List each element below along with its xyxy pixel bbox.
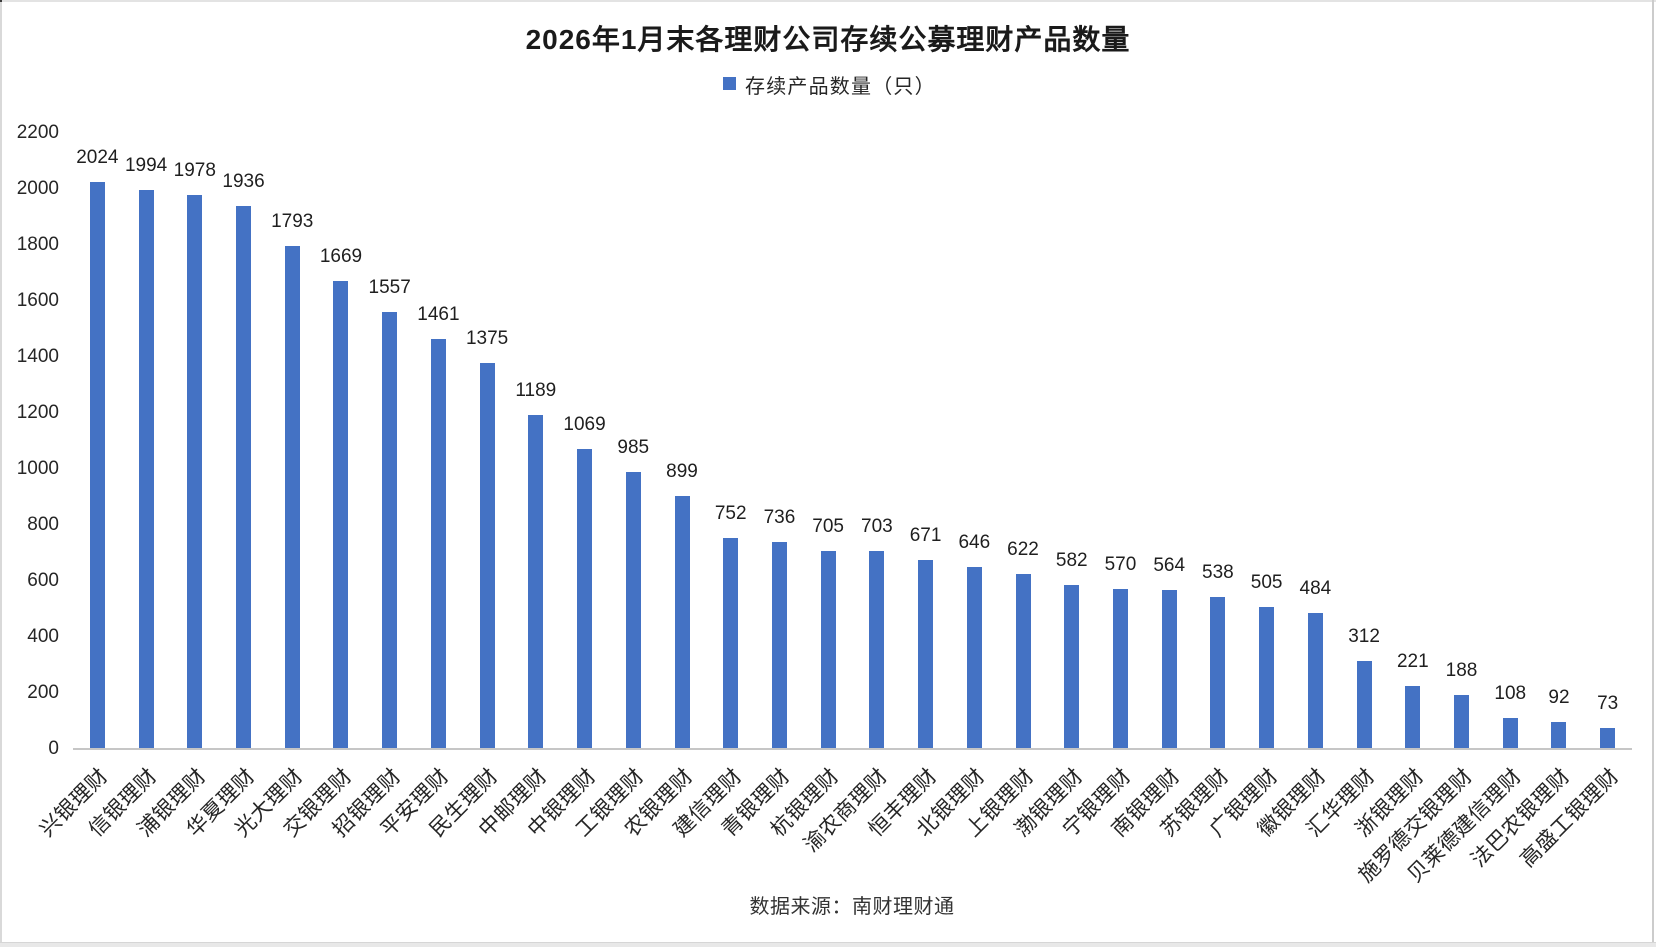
bar-value-label: 736 bbox=[763, 507, 796, 529]
y-tick-label: 800 bbox=[27, 513, 59, 535]
bar-value-label: 1461 bbox=[417, 304, 460, 326]
bar bbox=[1210, 597, 1226, 748]
y-tick-label: 1400 bbox=[16, 345, 59, 367]
bar bbox=[333, 281, 349, 748]
y-tick-label: 400 bbox=[27, 625, 59, 647]
x-axis-line bbox=[73, 748, 1632, 750]
bar bbox=[1015, 573, 1031, 748]
bar bbox=[284, 246, 300, 748]
y-tick-label: 0 bbox=[48, 737, 59, 759]
bar-value-label: 484 bbox=[1299, 577, 1332, 599]
bar bbox=[674, 496, 690, 748]
bar-value-label: 570 bbox=[1104, 553, 1137, 575]
bar bbox=[918, 560, 934, 748]
bar bbox=[479, 363, 495, 748]
bar-value-label: 1189 bbox=[515, 380, 557, 402]
bar-value-label: 1669 bbox=[319, 246, 363, 268]
bar bbox=[820, 550, 836, 748]
bar-value-label: 646 bbox=[958, 532, 991, 554]
bar bbox=[382, 312, 398, 748]
bar bbox=[577, 448, 593, 748]
y-tick-label: 200 bbox=[27, 681, 59, 703]
bar-value-label: 188 bbox=[1445, 660, 1478, 682]
bar bbox=[1112, 588, 1128, 748]
frame-left-border bbox=[0, 0, 2, 942]
frame-corner-dot bbox=[0, 0, 2, 2]
bar bbox=[89, 181, 105, 748]
bar bbox=[1454, 695, 1470, 748]
bar bbox=[1502, 717, 1518, 748]
bar bbox=[723, 537, 739, 748]
legend-label: 存续产品数量（只） bbox=[745, 76, 936, 98]
y-tick-label: 1200 bbox=[16, 401, 59, 423]
legend: 存续产品数量（只） bbox=[723, 77, 936, 98]
bar bbox=[430, 339, 446, 748]
bar bbox=[966, 567, 982, 748]
bar-value-label: 622 bbox=[1007, 538, 1039, 560]
bar-value-label: 703 bbox=[861, 516, 893, 538]
bar bbox=[625, 472, 641, 748]
y-tick-label: 2200 bbox=[16, 122, 59, 143]
bar-value-label: 2024 bbox=[76, 146, 119, 168]
bar bbox=[1307, 612, 1323, 748]
y-tick-label: 1000 bbox=[16, 457, 59, 479]
y-tick-label: 2000 bbox=[16, 177, 59, 199]
bar-value-label: 221 bbox=[1396, 651, 1429, 673]
bar-value-label: 1978 bbox=[173, 159, 216, 181]
y-tick-label: 1800 bbox=[16, 233, 59, 255]
bar bbox=[236, 206, 252, 748]
bar-value-label: 505 bbox=[1250, 571, 1283, 593]
bar-value-label: 705 bbox=[812, 515, 844, 537]
y-tick-label: 600 bbox=[27, 569, 59, 591]
bar bbox=[528, 415, 544, 748]
bar-value-label: 752 bbox=[714, 502, 747, 524]
bar bbox=[771, 542, 787, 748]
bar-value-label: 108 bbox=[1494, 682, 1527, 704]
bar-value-label: 1936 bbox=[222, 171, 265, 193]
bar bbox=[1405, 686, 1421, 748]
y-tick-label: 1600 bbox=[16, 289, 59, 311]
bar-value-label: 1793 bbox=[271, 211, 314, 233]
bar bbox=[187, 194, 203, 748]
bar bbox=[1259, 606, 1275, 748]
bar-value-label: 73 bbox=[1597, 692, 1619, 714]
bar-value-label: 538 bbox=[1202, 562, 1234, 584]
bar bbox=[1064, 585, 1080, 748]
frame-bottom-strip bbox=[0, 942, 1656, 947]
chart-title: 2026年1月末各理财公司存续公募理财产品数量 bbox=[525, 24, 1131, 55]
source-note: 数据来源：南财理财通 bbox=[749, 896, 955, 918]
bar-value-label: 312 bbox=[1348, 625, 1380, 647]
bar-value-label: 92 bbox=[1548, 687, 1570, 709]
bar-value-label: 899 bbox=[666, 461, 698, 483]
frame-top-border bbox=[0, 0, 1656, 2]
bar-value-label: 1069 bbox=[563, 413, 606, 435]
bar-value-label: 1557 bbox=[368, 277, 411, 299]
frame-right-border bbox=[1652, 0, 1654, 942]
bar-value-label: 985 bbox=[617, 437, 650, 459]
bar bbox=[1551, 722, 1567, 748]
bar-value-label: 582 bbox=[1055, 550, 1088, 572]
bar-value-label: 671 bbox=[909, 525, 942, 547]
bar-value-label: 1994 bbox=[124, 155, 168, 177]
bar-value-label: 564 bbox=[1153, 555, 1186, 577]
bar bbox=[1600, 727, 1616, 748]
bar bbox=[1356, 660, 1372, 748]
legend-swatch-icon bbox=[723, 77, 736, 90]
bar bbox=[138, 190, 154, 748]
bar bbox=[869, 551, 885, 748]
bar-value-label: 1375 bbox=[465, 328, 509, 350]
bar bbox=[1161, 590, 1177, 748]
